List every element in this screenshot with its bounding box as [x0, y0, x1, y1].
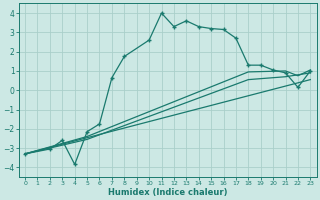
X-axis label: Humidex (Indice chaleur): Humidex (Indice chaleur) [108, 188, 228, 197]
